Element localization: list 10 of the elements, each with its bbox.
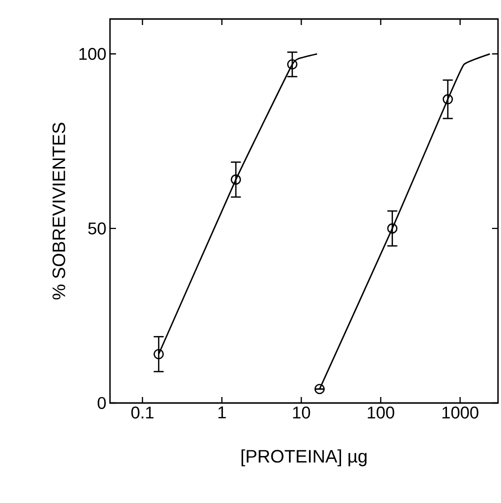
x-tick-label: 100 — [368, 406, 394, 419]
x-tick-label: 10 — [293, 406, 310, 419]
x-axis-title: [PROTEINA] µg — [242, 449, 367, 466]
y-tick-label: 50 — [88, 222, 106, 234]
x-tick-label: 1 — [218, 406, 226, 418]
y-axis-title: % SOBREVIVIENTES — [52, 122, 66, 300]
x-tick-label: 0.1 — [131, 406, 154, 419]
x-tick-label: 1000 — [442, 406, 478, 419]
y-tick-label: 0 — [98, 396, 106, 410]
y-tick-label: 100 — [79, 48, 106, 60]
